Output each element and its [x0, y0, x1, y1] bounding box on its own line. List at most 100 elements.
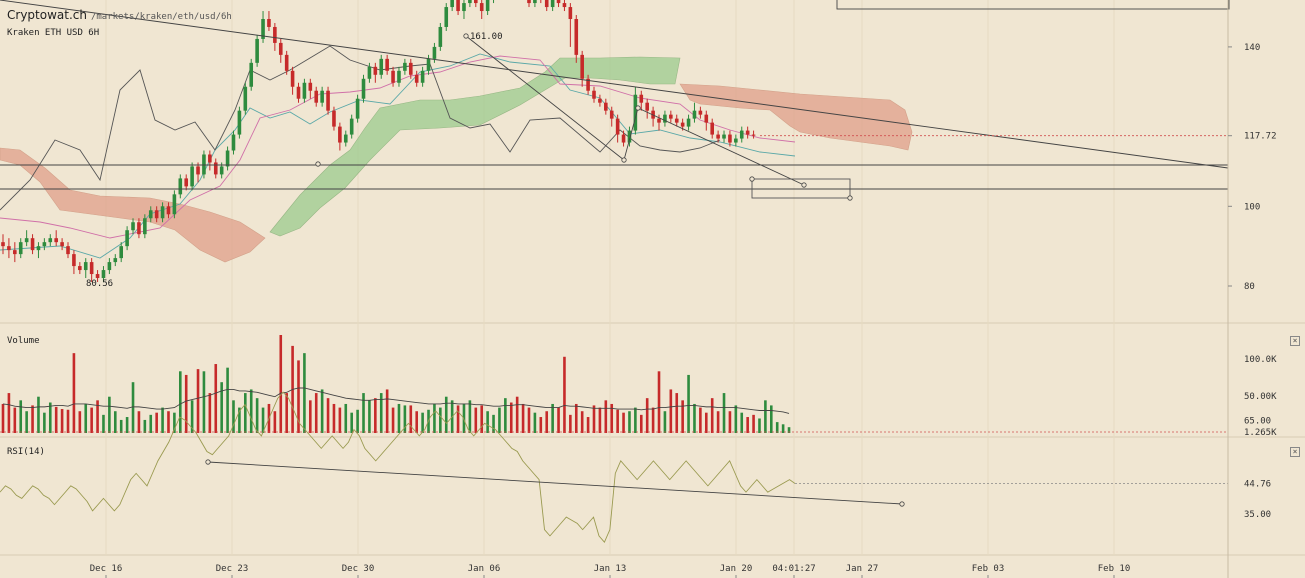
volume-bar — [314, 393, 318, 433]
volume-bar — [775, 422, 779, 433]
candle-body — [739, 130, 744, 139]
volume-bar — [462, 403, 466, 433]
candle-body — [751, 134, 756, 136]
site-title[interactable]: Cryptowat.ch/markets/kraken/eth/usd/6h — [7, 8, 232, 22]
candle-body — [432, 46, 437, 59]
candle-body — [302, 82, 307, 99]
drawing-handle — [315, 161, 321, 167]
candle — [373, 62, 378, 83]
candle — [568, 3, 573, 47]
candle-body — [60, 242, 64, 247]
candle-body — [255, 38, 259, 63]
candle — [456, 0, 460, 16]
volume-bar — [480, 405, 484, 433]
candle — [556, 0, 561, 8]
candle — [722, 130, 726, 143]
volume-bar — [764, 400, 767, 433]
candle-body — [663, 114, 667, 123]
volume-bar — [433, 403, 436, 433]
candle-body — [686, 118, 691, 127]
volume-bar — [90, 407, 93, 433]
volume-bar — [96, 400, 99, 433]
volume-bar — [167, 411, 170, 433]
candle — [89, 258, 94, 283]
candle-body — [78, 266, 82, 271]
candle — [308, 78, 313, 99]
candle — [450, 0, 454, 12]
volume-bar — [332, 403, 336, 433]
candle — [178, 174, 183, 199]
candle-body — [598, 98, 602, 103]
candle — [674, 114, 679, 127]
volume-bar — [492, 414, 495, 433]
x-tick-label: Jan 27 — [846, 564, 879, 574]
volume-bar — [31, 405, 34, 433]
candle-body — [225, 150, 230, 167]
candle — [621, 130, 626, 147]
volume-bar — [740, 412, 744, 433]
volume-bar — [509, 402, 513, 433]
x-tick-label: Dec 30 — [342, 564, 375, 574]
candle-body — [692, 110, 697, 119]
close-icon[interactable]: × — [1290, 447, 1300, 457]
candle — [734, 134, 738, 147]
volume-bar — [84, 403, 88, 433]
volume-bar — [704, 412, 708, 433]
volume-bar — [119, 419, 123, 433]
candle — [267, 11, 271, 31]
candle — [704, 110, 709, 131]
candle-body — [278, 42, 283, 55]
volume-bar — [657, 371, 661, 433]
candle-body — [36, 246, 41, 251]
volume-bar — [273, 411, 277, 433]
volume-bar — [374, 398, 377, 433]
volume-bar — [350, 412, 353, 433]
candle — [95, 270, 100, 283]
candle — [284, 50, 289, 75]
volume-bar — [710, 398, 714, 433]
candle-body — [202, 154, 206, 175]
candle-body — [54, 238, 58, 243]
close-icon[interactable]: × — [1290, 336, 1300, 346]
candle — [166, 202, 171, 219]
rsi-line — [0, 391, 796, 543]
candle — [485, 0, 490, 16]
candle — [30, 234, 35, 255]
trend-drawings: 161.00 80.56 — [0, 0, 1230, 289]
drawing-handle — [635, 105, 641, 111]
volume-bar — [173, 412, 176, 433]
candle-body — [361, 78, 366, 99]
candle-body — [131, 222, 135, 231]
candle — [592, 86, 596, 103]
candle — [698, 106, 703, 119]
candle-body — [615, 118, 620, 135]
candle-body — [219, 166, 224, 175]
candle — [13, 242, 17, 263]
drawing-handle — [899, 501, 905, 507]
volume-bar — [592, 405, 596, 433]
candle-body — [639, 94, 644, 103]
volume-bar — [149, 414, 153, 433]
candle-body — [474, 0, 478, 4]
y-tick-label: 80 — [1244, 282, 1255, 292]
candle-body — [160, 206, 165, 219]
candle-body — [456, 0, 460, 12]
volume-bar — [255, 398, 259, 433]
candle-body — [462, 3, 466, 12]
volume-bar — [214, 364, 218, 433]
volume-bar — [48, 402, 52, 433]
candle — [562, 0, 567, 12]
volume-bar — [681, 400, 684, 433]
candle — [527, 0, 531, 8]
candle-body — [574, 19, 579, 55]
candle — [196, 162, 200, 183]
candle-body — [172, 194, 177, 215]
volume-bar — [249, 389, 253, 433]
candle-body — [680, 122, 685, 127]
candle-body — [403, 62, 407, 71]
candle — [290, 66, 295, 95]
candle-body — [137, 222, 141, 235]
volume-panel — [0, 335, 1228, 433]
trend-line — [637, 107, 805, 186]
volume-bar — [728, 411, 732, 433]
